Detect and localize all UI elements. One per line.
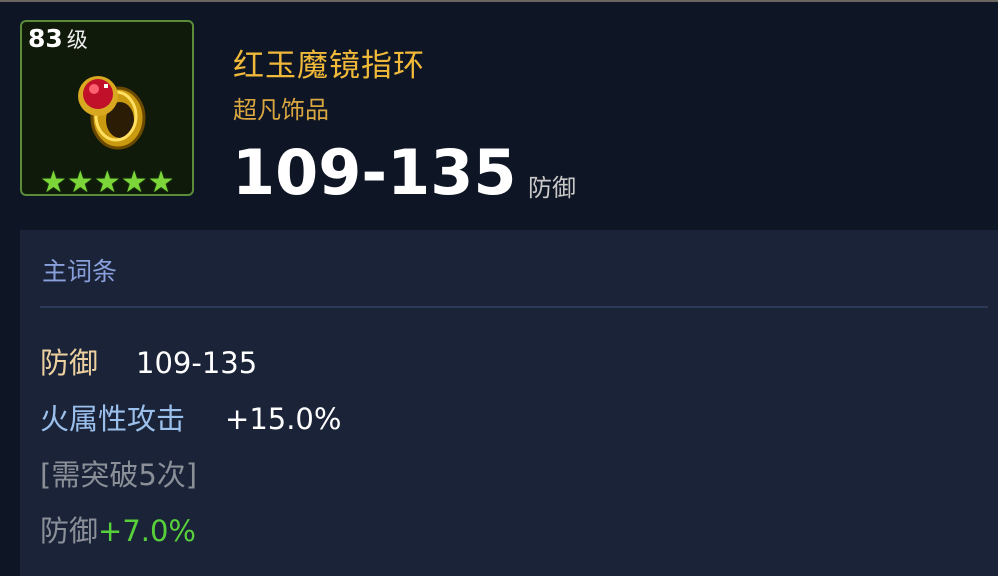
attribute-label: 防御 [40,514,99,548]
item-icon-frame[interactable]: 83 级 ★ ★ ★ ★ ★ [20,20,194,198]
main-stat-unit: 防御 [528,174,576,202]
item-name: 红玉魔镜指环 [233,48,425,84]
panel-title: 主词条 [42,257,118,286]
star-rating: ★ ★ ★ ★ ★ [40,168,175,198]
star-icon: ★ [40,165,67,200]
attribute-row: 防御 109-135 [40,340,257,382]
item-rarity: 超凡饰品 [233,96,329,124]
attribute-label: 火属性攻击 [40,402,186,436]
ruby-ring-icon [78,76,146,150]
attribute-value: 109-135 [136,346,258,380]
top-border [0,0,998,2]
star-icon: ★ [93,165,121,200]
attribute-value: +15.0% [225,402,342,436]
attribute-label: 防御 [40,346,99,380]
item-level: 83 级 [28,24,88,53]
attribute-row: 火属性攻击 +15.0% [40,396,341,438]
requirement-note: [需突破5次] [40,458,198,492]
attribute-value: +7.0% [98,514,196,548]
main-attributes-panel: 主词条 防御 109-135 火属性攻击 +15.0% [需突破5次] 防御+7.0… [20,230,998,576]
star-icon: ★ [120,165,148,200]
star-icon: ★ [66,165,94,200]
main-stat-value: 109-135 [232,136,517,209]
star-icon: ★ [147,165,175,200]
divider [40,306,988,308]
attribute-row: 防御+7.0% [40,508,196,550]
